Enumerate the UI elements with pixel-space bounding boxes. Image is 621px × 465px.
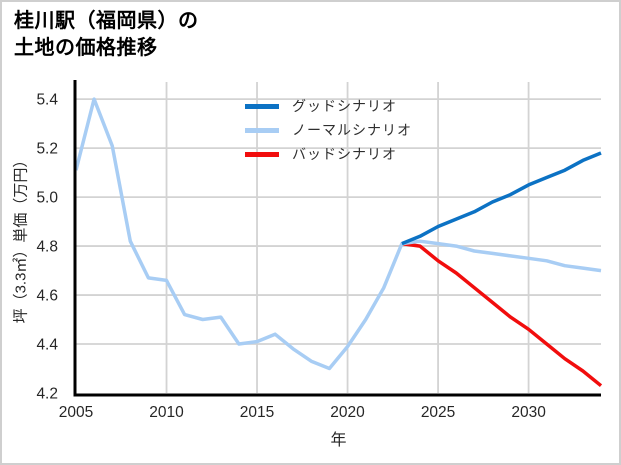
legend-item-good: グッドシナリオ — [245, 94, 412, 118]
legend-swatch-good — [245, 103, 279, 109]
y-tick-label: 4.2 — [36, 386, 58, 403]
legend-item-normal: ノーマルシナリオ — [245, 118, 412, 142]
series-line-normal — [74, 97, 602, 371]
y-tick-label: 4.8 — [36, 239, 58, 256]
x-tick-label: 2025 — [421, 404, 455, 421]
legend-swatch-bad — [245, 151, 279, 157]
y-tick-label: 4.6 — [36, 288, 58, 305]
chart-title: 桂川駅（福岡県）の 土地の価格推移 — [14, 8, 199, 62]
chart-title-line1: 桂川駅（福岡県）の — [14, 10, 199, 32]
x-tick-label: 2010 — [149, 404, 184, 421]
y-axis-label: 坪（3.3㎡）単価（万円） — [12, 152, 30, 324]
legend-item-bad: バッドシナリオ — [245, 142, 412, 166]
legend-label-bad: バッドシナリオ — [292, 146, 397, 162]
y-tick-label: 5.0 — [36, 190, 58, 207]
x-tick-label: 2030 — [511, 404, 546, 421]
legend-label-normal: ノーマルシナリオ — [292, 122, 412, 138]
legend-label-good: グッドシナリオ — [292, 98, 397, 114]
chart-legend: グッドシナリオ ノーマルシナリオ バッドシナリオ — [245, 94, 412, 166]
series-line-good — [401, 151, 602, 246]
y-tick-label: 5.4 — [36, 92, 58, 109]
series-line-bad — [401, 241, 603, 388]
x-tick-label: 2020 — [330, 404, 365, 421]
x-axis-label: 年 — [330, 432, 347, 449]
x-tick-label: 2015 — [240, 404, 274, 421]
chart-title-line2: 土地の価格推移 — [14, 37, 158, 59]
x-tick-label: 2005 — [59, 404, 93, 421]
y-tick-label: 4.4 — [36, 337, 58, 354]
legend-swatch-normal — [245, 127, 279, 133]
y-tick-label: 5.2 — [36, 141, 58, 158]
